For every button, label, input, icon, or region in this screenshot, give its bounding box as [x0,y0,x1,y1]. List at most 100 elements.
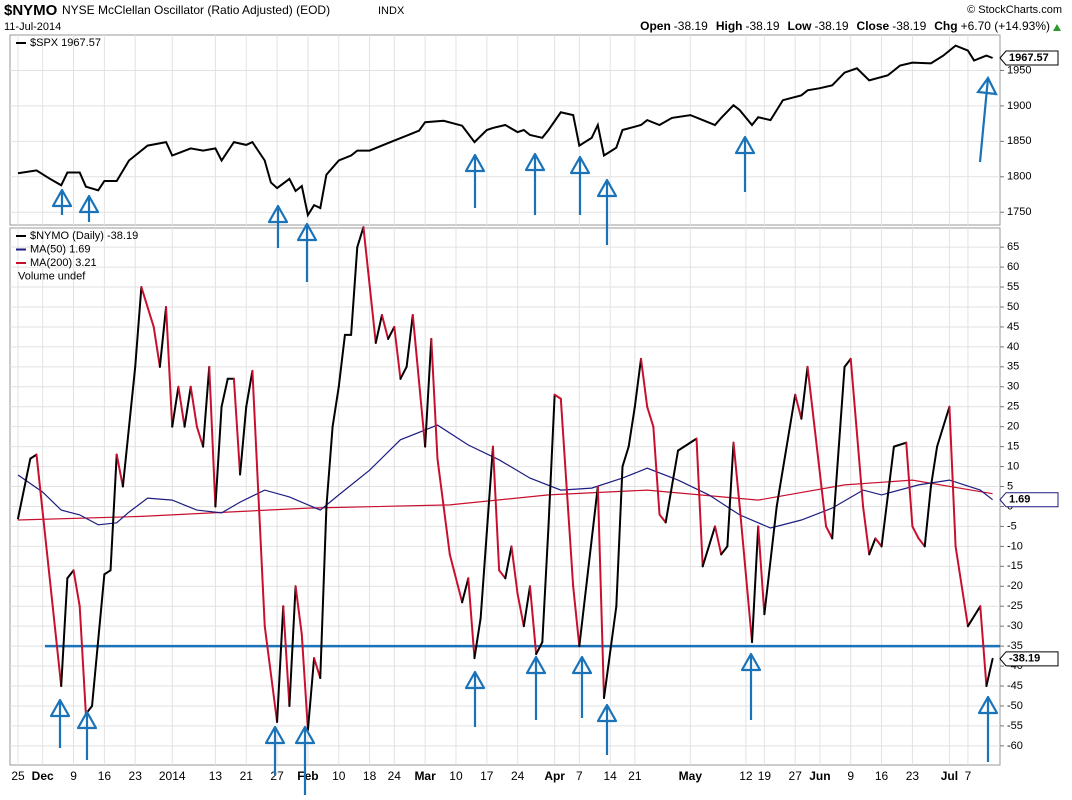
line-segment [319,505,328,680]
arrow [76,710,98,760]
stat-value: +6.70 (+14.93%) [961,19,1050,33]
x-tick-label: 16 [98,769,112,783]
line-segment [72,569,81,608]
arrow [78,194,100,222]
line-segment [121,365,137,488]
line-segment [195,425,205,448]
y-tick-label: -20 [1007,580,1023,592]
y-tick-label: 1750 [1007,206,1031,218]
x-tick-label: Jul [941,769,958,783]
line-segment [300,633,309,731]
line-segment [165,305,174,428]
line-segment [66,569,75,580]
y-tick-label: 1900 [1007,100,1031,112]
line-segment [843,357,852,368]
line-segment [572,585,581,648]
line-segment [948,405,957,548]
y-tick-label: 5 [1007,480,1013,492]
line-segment [294,585,303,636]
last-value-box [999,651,1059,667]
y-tick-label: 60 [1007,261,1019,273]
line-segment [183,385,192,428]
line-segment [578,485,599,648]
arrow [525,655,547,720]
line-segment [220,377,229,408]
x-tick-label: 24 [388,769,402,783]
y-tick-label: 35 [1007,361,1019,373]
x-tick-label: 27 [789,769,803,783]
x-tick-label: 7 [576,769,583,783]
line-segment [701,525,717,568]
line-segment [140,286,155,328]
line-segment [35,453,63,688]
y-tick-label: 45 [1007,321,1019,333]
arrow [596,703,618,755]
x-tick-label: 21 [240,769,254,783]
line-segment [313,657,322,680]
line-segment [362,226,377,344]
stats: Open -38.19 High -38.19 Low -38.19 Close -38.19… [640,19,1050,33]
line-segment [664,449,680,524]
x-tick-label: 7 [965,769,972,783]
line-segment [862,505,871,556]
line-segment [387,325,396,340]
arrow [464,153,486,208]
line-segment [424,337,433,448]
x-tick-label: 21 [628,769,642,783]
arrow [267,204,289,248]
x-tick-label: 9 [70,769,77,783]
x-tick-label: 14 [603,769,617,783]
legend-label: $SPX 1967.57 [30,37,101,49]
line-segment [380,313,390,340]
line-segment [337,333,346,388]
stat-label: High [716,19,743,33]
line-segment [276,605,285,723]
x-tick-label: 16 [875,769,889,783]
line-segment [646,405,655,428]
x-tick-label: 13 [209,769,223,783]
arrow [464,670,486,727]
line-segment [911,525,920,540]
last-value-box [999,492,1059,508]
line-segment [448,553,464,604]
legend-label: MA(50) 1.69 [30,243,91,255]
stat-value: -38.19 [745,19,779,33]
line-segment [936,405,951,448]
arrow [49,698,71,748]
arrow [596,178,618,245]
last-value-box [999,50,1059,66]
line-segment [985,657,994,688]
line-segment [528,585,538,656]
line-segment [331,385,340,428]
arrow [977,695,999,762]
line-segment [714,525,723,556]
y-tick-label: 25 [1007,401,1019,413]
line-segment [103,569,112,576]
x-tick-label: Mar [414,769,436,783]
y-tick-label: -50 [1007,700,1023,712]
line-segment [757,525,766,616]
y-tick-label: -15 [1007,560,1023,572]
legend-label: MA(200) 3.21 [30,257,97,269]
line-segment [516,593,525,628]
line-segment [522,585,531,628]
line-segment [559,397,575,588]
arrow [740,652,762,720]
price-panel [9,34,1001,226]
line-segment [695,437,704,568]
line-segment [751,525,760,644]
line-segment [547,393,556,528]
arrow [51,188,73,215]
x-tick-label: 27 [270,769,284,783]
x-tick-label: 17 [480,769,494,783]
line-segment [738,505,754,644]
line-segment [775,393,797,508]
y-tick-label: 65 [1007,241,1019,253]
line-segment [825,525,834,540]
x-tick-label: 23 [129,769,143,783]
line-segment [905,441,914,528]
line-segment [430,337,439,460]
line-segment [29,453,38,460]
line-segment [491,445,501,572]
line-segment [479,445,494,620]
